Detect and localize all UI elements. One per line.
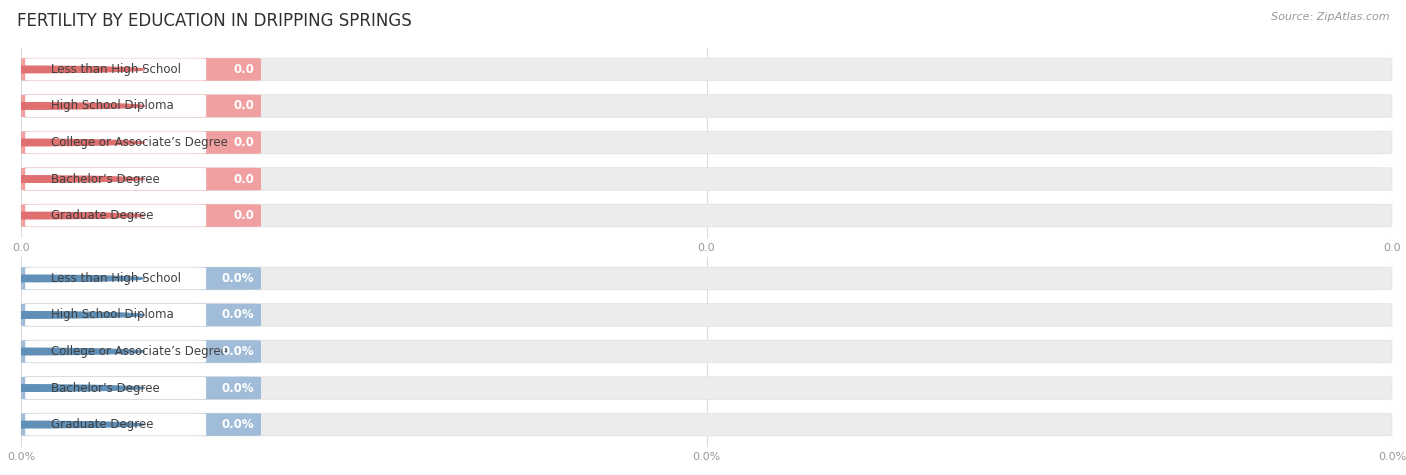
Text: Bachelor’s Degree: Bachelor’s Degree xyxy=(51,381,160,395)
Text: 0.0%: 0.0% xyxy=(222,418,254,431)
FancyBboxPatch shape xyxy=(25,377,207,399)
Text: 0.0: 0.0 xyxy=(233,172,254,186)
FancyBboxPatch shape xyxy=(21,413,262,436)
FancyBboxPatch shape xyxy=(25,413,207,436)
FancyBboxPatch shape xyxy=(25,341,207,362)
Text: College or Associate’s Degree: College or Associate’s Degree xyxy=(51,136,228,149)
FancyBboxPatch shape xyxy=(21,58,1392,81)
FancyBboxPatch shape xyxy=(21,377,1392,399)
FancyBboxPatch shape xyxy=(21,340,1392,363)
FancyBboxPatch shape xyxy=(25,132,207,153)
FancyBboxPatch shape xyxy=(21,267,1392,290)
Text: High School Diploma: High School Diploma xyxy=(51,308,174,322)
FancyBboxPatch shape xyxy=(21,204,262,227)
FancyBboxPatch shape xyxy=(21,168,1392,190)
Circle shape xyxy=(0,312,145,318)
FancyBboxPatch shape xyxy=(21,168,262,190)
FancyBboxPatch shape xyxy=(21,413,1392,436)
FancyBboxPatch shape xyxy=(25,204,207,227)
Circle shape xyxy=(0,421,145,428)
Circle shape xyxy=(0,176,145,182)
Circle shape xyxy=(0,66,145,73)
Text: 0.0%: 0.0% xyxy=(222,345,254,358)
Text: High School Diploma: High School Diploma xyxy=(51,99,174,113)
Circle shape xyxy=(0,348,145,355)
Text: Graduate Degree: Graduate Degree xyxy=(51,209,153,222)
Text: 0.0: 0.0 xyxy=(233,99,254,113)
Text: 0.0%: 0.0% xyxy=(222,308,254,322)
Text: Less than High School: Less than High School xyxy=(51,63,181,76)
FancyBboxPatch shape xyxy=(21,304,1392,326)
Text: 0.0%: 0.0% xyxy=(222,381,254,395)
FancyBboxPatch shape xyxy=(21,95,1392,117)
FancyBboxPatch shape xyxy=(21,304,262,326)
FancyBboxPatch shape xyxy=(21,377,262,399)
Text: Bachelor’s Degree: Bachelor’s Degree xyxy=(51,172,160,186)
Text: 0.0: 0.0 xyxy=(233,209,254,222)
FancyBboxPatch shape xyxy=(25,304,207,326)
FancyBboxPatch shape xyxy=(21,267,262,290)
FancyBboxPatch shape xyxy=(25,58,207,81)
FancyBboxPatch shape xyxy=(21,95,262,117)
FancyBboxPatch shape xyxy=(21,58,262,81)
FancyBboxPatch shape xyxy=(25,267,207,290)
FancyBboxPatch shape xyxy=(21,340,262,363)
Circle shape xyxy=(0,385,145,391)
Text: Source: ZipAtlas.com: Source: ZipAtlas.com xyxy=(1271,12,1389,22)
FancyBboxPatch shape xyxy=(25,168,207,190)
FancyBboxPatch shape xyxy=(21,204,1392,227)
Text: Graduate Degree: Graduate Degree xyxy=(51,418,153,431)
Text: 0.0%: 0.0% xyxy=(222,272,254,285)
Text: FERTILITY BY EDUCATION IN DRIPPING SPRINGS: FERTILITY BY EDUCATION IN DRIPPING SPRIN… xyxy=(17,12,412,30)
Circle shape xyxy=(0,103,145,109)
FancyBboxPatch shape xyxy=(25,95,207,117)
FancyBboxPatch shape xyxy=(21,131,1392,154)
Text: 0.0: 0.0 xyxy=(233,63,254,76)
Text: 0.0: 0.0 xyxy=(233,136,254,149)
Text: Less than High School: Less than High School xyxy=(51,272,181,285)
Circle shape xyxy=(0,139,145,146)
Text: College or Associate’s Degree: College or Associate’s Degree xyxy=(51,345,228,358)
FancyBboxPatch shape xyxy=(21,131,262,154)
Circle shape xyxy=(0,275,145,282)
Circle shape xyxy=(0,212,145,219)
